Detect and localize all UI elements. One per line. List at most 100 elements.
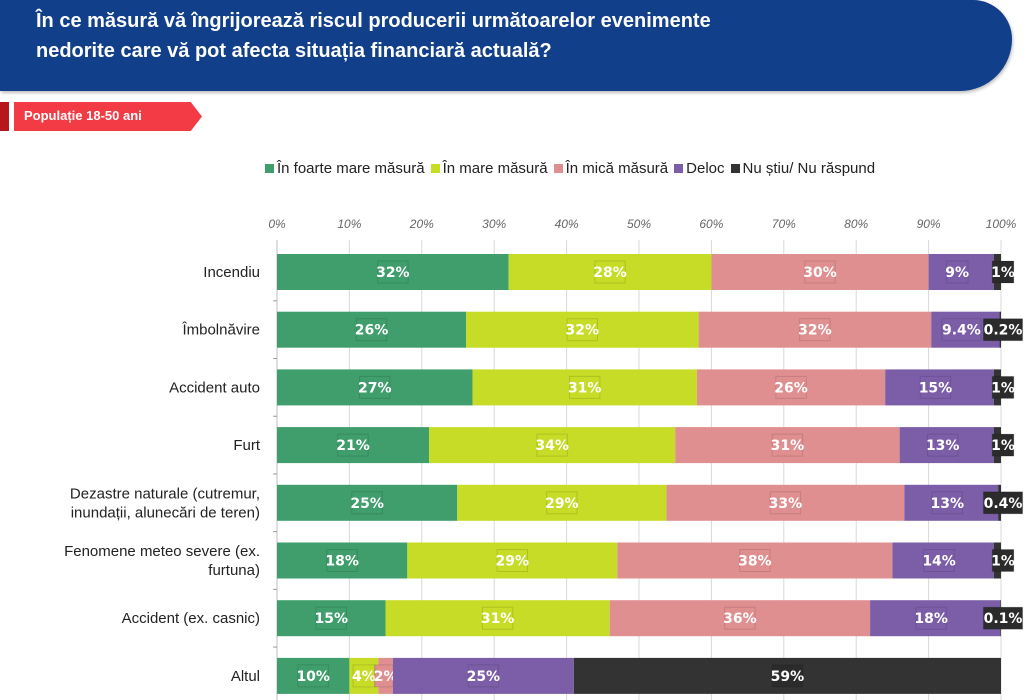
category-label: Dezastre naturale (cutremur, inundații, a… [70,485,260,521]
data-label-box [297,664,329,688]
data-label: 59% [771,669,805,685]
legend-label: Nu știu/ Nu răspund [742,159,876,177]
x-tick-label: 20% [409,217,434,231]
data-label-box [769,491,802,515]
chart-legend: În foarte mare măsură În mare măsură În … [265,157,875,179]
data-label-box [941,318,982,342]
title-banner: În ce măsură vă îngrijorează riscul prod… [0,0,1012,91]
data-label-box [536,433,568,457]
data-label: 31% [568,380,602,396]
data-label: 27% [358,380,392,396]
x-tick-label: 40% [555,217,579,231]
data-label: 4% [352,669,376,685]
data-label: 28% [593,265,627,281]
data-label-box [991,549,1015,572]
data-label: 38% [738,554,772,570]
x-tick-label: 50% [627,217,651,231]
data-label: 29% [545,496,579,512]
data-label: 1% [991,554,1015,570]
data-label: 25% [350,496,384,512]
data-label: 31% [481,611,515,627]
legend-swatch [265,163,274,173]
category-label: Accident auto [169,379,260,396]
data-label-box [915,606,947,630]
data-label-box [481,606,514,630]
data-label-box [351,491,383,515]
data-label-box [355,318,388,342]
category-label: Furt [233,437,261,454]
data-label: 14% [922,554,956,570]
x-tick-label: 60% [699,217,723,231]
data-label-box [799,318,831,342]
category-label: Fenomene meteo severe (ex. furtuna) [64,543,260,579]
data-label: 33% [769,496,803,512]
x-tick-label: 0% [268,217,286,231]
data-label-box [326,549,358,572]
legend-label: În foarte mare măsură [277,159,425,177]
data-label-box [982,318,1024,342]
data-label-box [982,606,1024,630]
x-tick-label: 70% [772,217,796,231]
data-label: 13% [930,496,964,512]
data-label: 2% [374,669,398,685]
legend-swatch [674,163,684,173]
data-label-box [919,375,952,399]
data-label: 1% [991,265,1015,281]
data-label-box [566,318,599,342]
data-label-box [739,549,771,572]
data-label-box [982,491,1024,515]
legend-label: Deloc [686,159,725,177]
data-label-box [923,549,955,572]
legend-item-dont-know: Nu știu/ Nu răspund [730,159,876,177]
data-label: 18% [914,611,948,627]
x-tick-label: 100% [986,217,1017,231]
data-label: 1% [991,438,1015,454]
data-label: 0.2% [984,323,1023,339]
data-label: 25% [467,669,501,685]
category-label: Îmbolnăvire [181,322,260,339]
legend-item-low: În mică măsură [553,159,669,177]
data-label: 1% [991,380,1015,396]
data-label-box [594,260,626,284]
x-tick-label: 90% [917,217,941,231]
data-label: 32% [566,323,600,339]
data-label-box [991,260,1015,284]
data-label: 9.4% [942,323,981,339]
category-label: Incendiu [203,264,260,281]
page-title: În ce măsură vă îngrijorează riscul prod… [36,10,711,62]
data-label: 32% [798,323,832,339]
x-tick-label: 10% [337,217,361,231]
legend-label: În mare măsură [442,159,548,177]
data-label-box [496,549,529,572]
data-label: 31% [771,438,805,454]
tag-accent [0,102,9,131]
data-label-box [804,260,836,284]
data-label-box [775,375,807,399]
legend-swatch [730,163,740,173]
data-label-box [546,491,578,515]
legend-item-none: Deloc [674,159,725,177]
data-label: 13% [926,438,960,454]
data-label: 10% [296,669,330,685]
data-label: 26% [355,323,389,339]
data-label-box [337,433,369,457]
data-label: 29% [496,554,530,570]
data-label-box [352,664,376,688]
data-label-box [359,375,391,399]
data-label-box [931,491,963,515]
data-label-box [991,433,1015,457]
x-tick-label: 80% [844,217,868,231]
data-label-box [467,664,500,688]
legend-swatch [553,163,563,173]
data-label-box [771,433,804,457]
legend-label: În mică măsură [565,159,669,177]
category-label: Altul [231,668,260,685]
data-label: 21% [336,438,370,454]
data-label: 36% [723,611,757,627]
data-label-box [927,433,959,457]
data-label: 0.4% [984,496,1023,512]
data-label: 15% [919,380,953,396]
population-tag: Populație 18-50 ani [14,102,202,131]
data-label: 18% [325,554,359,570]
